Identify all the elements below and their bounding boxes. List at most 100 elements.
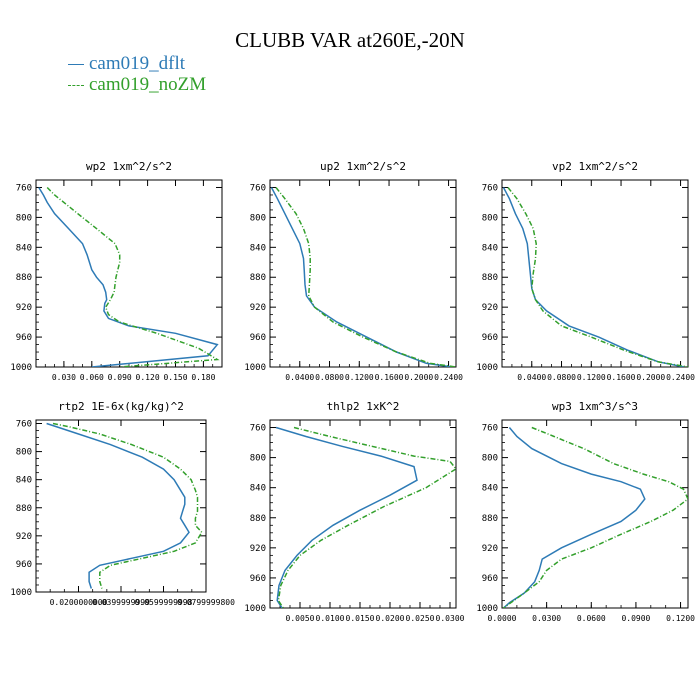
- y-tick-label: 760: [16, 420, 32, 430]
- x-tick-label: 0.0900: [621, 614, 650, 623]
- panel-title: vp2 1xm^2/s^2: [552, 160, 638, 173]
- chart-panel-3: vp2 1xm^2/s^2 760 800 840 880 920 960 1000 0.040…: [476, 160, 695, 382]
- x-tick-label: 0.1600: [375, 373, 404, 382]
- series-line-dflt: [270, 187, 453, 367]
- y-tick-label: 960: [250, 333, 266, 343]
- y-tick-label: 880: [250, 514, 266, 524]
- y-tick-label: 960: [16, 333, 32, 343]
- series-line-nozm: [503, 426, 688, 608]
- plot-frame: [269, 179, 457, 368]
- y-tick-label: 960: [482, 574, 498, 584]
- y-tick-label: 840: [250, 243, 266, 253]
- panel-title: wp3 1xm^3/s^3: [552, 400, 638, 413]
- x-tick-label: 0.060: [80, 373, 104, 382]
- x-tick-label: 0.0400: [517, 373, 546, 382]
- y-tick-label: 920: [250, 544, 266, 554]
- y-tick-label: 760: [16, 183, 32, 193]
- y-tick-label: 1000: [476, 363, 498, 373]
- y-tick-label: 800: [482, 454, 498, 464]
- x-tick-label: 0.1200: [666, 614, 695, 623]
- y-tick-label: 840: [16, 476, 32, 486]
- panel-title: thlp2 1xK^2: [327, 400, 400, 413]
- y-tick-label: 1000: [10, 588, 32, 598]
- y-tick-label: 800: [16, 213, 32, 223]
- x-tick-label: 0.2400: [434, 373, 463, 382]
- panel-title: rtp2 1E-6x(kg/kg)^2: [58, 400, 184, 413]
- y-tick-label: 1000: [244, 604, 266, 614]
- panel-title: wp2 1xm^2/s^2: [86, 160, 172, 173]
- y-tick-label: 800: [250, 213, 266, 223]
- figure-title: CLUBB VAR at260E,-20N: [235, 28, 465, 52]
- x-tick-label: 0.0400: [285, 373, 314, 382]
- chart-panel-4: rtp2 1E-6x(kg/kg)^2 760 800 840 880 920 960 100…: [10, 400, 235, 607]
- y-tick-label: 920: [482, 544, 498, 554]
- y-tick-label: 880: [16, 504, 32, 514]
- x-tick-label: 0.0600: [577, 614, 606, 623]
- x-tick-label: 0.2000: [636, 373, 665, 382]
- series-line-nozm: [52, 422, 203, 589]
- x-tick-label: 0.0200000000: [50, 598, 108, 607]
- legend-label-nozm: cam019_noZM: [89, 74, 207, 95]
- x-tick-label: 0.1200: [345, 373, 374, 382]
- x-tick-label: 0.1200: [577, 373, 606, 382]
- x-tick-label: 0.2400: [666, 373, 695, 382]
- y-tick-label: 760: [250, 424, 266, 434]
- y-tick-label: 840: [482, 484, 498, 494]
- y-tick-label: 1000: [476, 604, 498, 614]
- y-tick-label: 840: [16, 243, 32, 253]
- x-tick-label: 0.090: [108, 373, 132, 382]
- y-tick-label: 880: [482, 273, 498, 283]
- chart-panel-1: wp2 1xm^2/s^2 760 800 840 880 920 960 1000 0.030…: [10, 160, 223, 382]
- x-tick-label: 0.0399999999: [92, 598, 150, 607]
- y-tick-label: 800: [482, 213, 498, 223]
- x-tick-label: 0.150: [163, 373, 187, 382]
- series-line-dflt: [502, 427, 646, 608]
- series-line-dflt: [46, 422, 190, 589]
- y-tick-label: 960: [16, 560, 32, 570]
- plot-frame: [35, 419, 207, 593]
- legend-entry-dflt: cam019_dflt: [68, 53, 185, 75]
- y-tick-label: 760: [250, 183, 266, 193]
- y-tick-label: 920: [16, 532, 32, 542]
- y-tick-label: 1000: [10, 363, 32, 373]
- series-line-nozm: [277, 426, 456, 608]
- y-tick-label: 960: [482, 333, 498, 343]
- y-tick-label: 880: [250, 273, 266, 283]
- x-tick-label: 0.0300: [532, 614, 561, 623]
- series-line-dflt: [275, 426, 418, 608]
- chart-panel-2: up2 1xm^2/s^2 760 800 840 880 920 960 1000 0.040…: [244, 160, 463, 382]
- series-line-nozm: [507, 187, 688, 367]
- plot-frame: [501, 179, 689, 368]
- x-tick-label: 0.0150: [346, 614, 375, 623]
- plot-frame: [501, 419, 689, 609]
- x-tick-label: 0.0050: [286, 614, 315, 623]
- x-tick-label: 0.2000: [404, 373, 433, 382]
- y-tick-label: 760: [482, 183, 498, 193]
- legend-swatch-nozm: [68, 85, 84, 87]
- y-tick-label: 920: [250, 303, 266, 313]
- y-tick-label: 800: [16, 448, 32, 458]
- y-tick-label: 920: [482, 303, 498, 313]
- y-tick-label: 840: [250, 484, 266, 494]
- plot-frame: [269, 419, 457, 609]
- y-tick-label: 1000: [244, 363, 266, 373]
- x-tick-label: 0.0100: [316, 614, 345, 623]
- y-tick-label: 880: [16, 273, 32, 283]
- series-line-nozm: [46, 186, 220, 367]
- x-tick-label: 0.0800: [547, 373, 576, 382]
- x-tick-label: 0.0300: [436, 614, 465, 623]
- x-tick-label: 0.0250: [406, 614, 435, 623]
- x-tick-label: 0.120: [136, 373, 160, 382]
- x-tick-label: 0.0200: [376, 614, 405, 623]
- x-tick-label: 0.0599999998: [135, 598, 193, 607]
- y-tick-label: 800: [250, 454, 266, 464]
- panel-title: up2 1xm^2/s^2: [320, 160, 406, 173]
- series-line-dflt: [502, 187, 685, 367]
- series-line-dflt: [38, 187, 219, 367]
- y-tick-label: 960: [250, 574, 266, 584]
- y-tick-label: 880: [482, 514, 498, 524]
- series-line-nozm: [275, 187, 456, 367]
- legend-label-dflt: cam019_dflt: [89, 53, 186, 74]
